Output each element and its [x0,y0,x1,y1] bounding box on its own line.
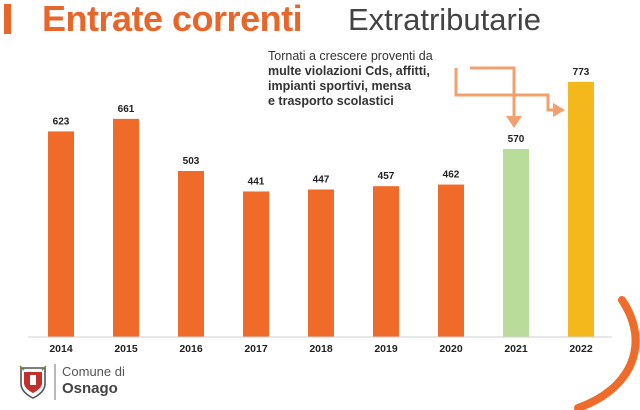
footer-comune-name: Osnago [62,380,118,397]
x-tick-label-2018: 2018 [309,343,333,355]
data-label-2020: 462 [443,170,460,181]
bar-2018 [308,189,334,337]
footer-comune-label: Comune di [62,364,125,379]
bars-group: 623 2014 661 2015 503 2016 441 2017 447 2018 457 20… [48,67,594,355]
x-tick-label-2017: 2017 [244,343,268,355]
bar-2019 [373,186,399,337]
annotation-line-2: multe violazioni Cds, affitti, [268,64,430,78]
x-tick-label-2020: 2020 [439,343,463,355]
data-label-2015: 661 [118,104,135,115]
bar-2014 [48,131,74,337]
annotation-arrow-2022 [454,68,556,112]
annotation-arrows [454,66,565,128]
annotation-line-1: Tornati a crescere proventi da [268,49,433,63]
x-tick-label-2022: 2022 [569,343,593,355]
data-label-2022: 773 [573,67,590,78]
data-label-2016: 503 [183,156,200,167]
annotation-line-3: impianti sportivi, mensa [268,79,412,93]
x-tick-label-2019: 2019 [374,343,398,355]
data-label-2019: 457 [378,171,395,182]
footer-logo: Comune di Osnago [18,362,158,402]
decorative-arc [574,296,640,410]
bar-2020 [438,184,464,337]
title-accent-bar [4,4,11,34]
annotation-line-4: e trasporto scolastici [268,94,394,108]
annotation-arrow-2021 [470,66,516,120]
x-tick-label-2021: 2021 [504,343,528,355]
bar-2015 [113,118,139,338]
bar-2022 [568,81,594,337]
data-label-2021: 570 [508,134,525,145]
chart-title: Entrate correnti [4,0,304,39]
x-tick-label-2016: 2016 [179,343,203,355]
data-label-2018: 447 [313,174,330,185]
data-label-2014: 623 [53,116,70,127]
annotation-text: Tornati a crescere proventi da multe vio… [268,49,508,109]
data-label-2017: 441 [248,176,265,187]
crest-icon [19,365,47,399]
x-tick-label-2014: 2014 [49,343,73,355]
footer-separator [54,364,56,400]
title-main: Entrate correnti [42,0,303,39]
bar-2021 [503,148,529,337]
bar-2017 [243,191,269,337]
title-sub: Extratributarie [348,2,541,37]
bar-2016 [178,171,204,337]
annotation-arrowhead-2022 [553,103,565,117]
x-tick-label-2015: 2015 [114,343,138,355]
annotation-arrowhead-2021 [506,116,522,128]
